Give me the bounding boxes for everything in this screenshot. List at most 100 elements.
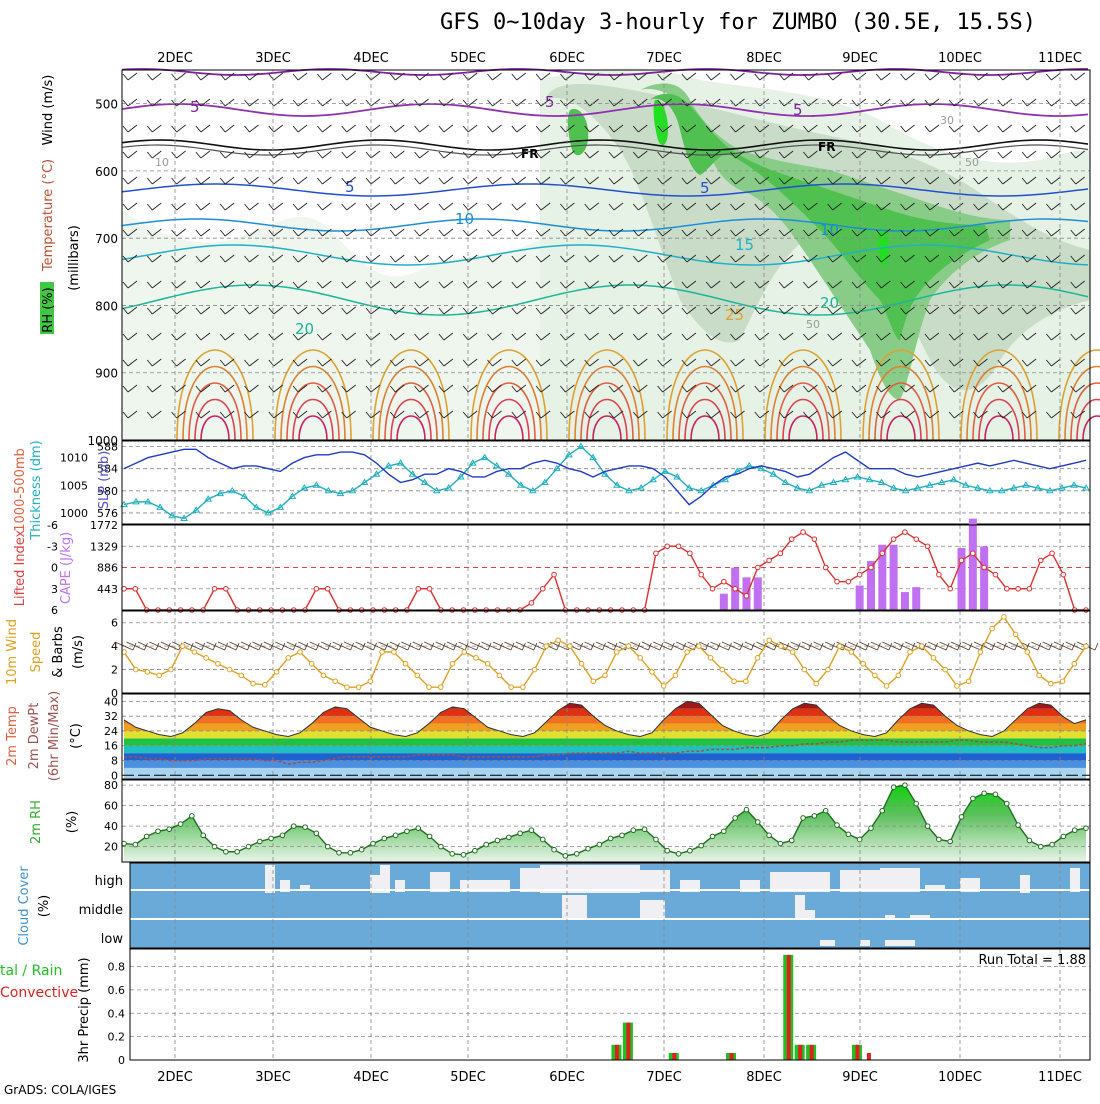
temp-tick: 32 <box>104 710 118 723</box>
wind-barb <box>1070 124 1085 133</box>
wind-barb <box>900 98 915 107</box>
wind-speed-series-point <box>883 683 890 689</box>
wind-barb <box>608 176 624 185</box>
surface-wind-barb <box>401 641 423 651</box>
wind-barb <box>584 384 599 393</box>
wind-barb <box>827 384 842 393</box>
rh-tick: 80 <box>104 779 118 792</box>
wind-barb <box>122 332 138 341</box>
contour-label: 20 <box>295 320 314 338</box>
wind-barb <box>632 306 648 315</box>
wind-barb <box>730 202 745 211</box>
wind-barb <box>827 332 842 341</box>
wind-barb <box>414 228 429 237</box>
rh2m-series-point <box>370 840 376 847</box>
lifted-index-series-point <box>856 571 863 578</box>
date-label-top: 4DEC <box>353 51 389 66</box>
wind-speed-series-point <box>684 649 690 655</box>
wind-barb <box>1021 254 1037 263</box>
wind-speed-series <box>121 614 1089 690</box>
wind-barb <box>803 202 818 211</box>
wind-barb <box>438 202 454 211</box>
lifted-index-series-point <box>211 585 218 592</box>
thickness-series-point <box>913 484 922 491</box>
surface-wind-barb <box>378 641 400 651</box>
wind-barb <box>1021 124 1037 133</box>
wind-barb <box>341 176 356 185</box>
wind-barb <box>973 410 988 419</box>
wind-barb <box>827 358 842 367</box>
wind-barb <box>171 306 186 315</box>
cape-bar <box>878 544 887 610</box>
wind-barb <box>875 358 891 367</box>
wind-barb <box>778 124 794 133</box>
wind-barb <box>244 280 259 289</box>
wind-barb <box>608 384 624 393</box>
wind-barb <box>511 410 527 419</box>
wind-barb <box>122 280 138 289</box>
temp-line <box>123 700 1087 738</box>
thickness-series-point <box>312 481 321 488</box>
wind-barb <box>438 176 454 185</box>
rh2m-series-point <box>279 832 286 839</box>
cloud-gap-high <box>280 880 290 892</box>
wind-barb <box>973 98 988 107</box>
wind-barb <box>462 410 478 419</box>
rh2m-series-point <box>166 826 173 833</box>
wind-barb <box>1070 280 1085 289</box>
wind-barb <box>705 332 721 341</box>
rh2m-series-point <box>630 827 637 834</box>
cape-bar <box>753 577 762 610</box>
wind-speed-series-point <box>1012 631 1019 638</box>
temp-contour-loop <box>292 398 334 441</box>
wind-barb <box>973 176 988 185</box>
wind-barb <box>535 228 551 237</box>
wind-speed-series-point <box>496 672 503 679</box>
rh2m-series-point <box>709 833 716 840</box>
surface-wind-barb <box>458 641 480 651</box>
wind-barb <box>487 306 502 315</box>
contour-label: 10 <box>455 210 474 228</box>
wind-barb <box>389 358 405 367</box>
wind-barb <box>535 150 551 159</box>
wind-barb <box>1070 384 1085 393</box>
wind-barb <box>146 332 162 341</box>
temp-contour-loop <box>476 365 542 441</box>
wind-barb <box>171 384 186 393</box>
precip-tick: 0.6 <box>108 984 126 997</box>
wind-barb <box>851 202 867 211</box>
temp-contour-loop <box>770 365 836 441</box>
surface-wind-barb <box>206 641 229 651</box>
wind-barb <box>389 306 405 315</box>
lifted-index-series-point <box>868 564 874 571</box>
rh2m-series-point <box>358 846 365 853</box>
rh2m-series-point <box>732 815 738 821</box>
lifted-index-series-point <box>743 593 750 599</box>
wind-barb <box>875 98 891 107</box>
temp-contour-loop <box>372 349 450 441</box>
wind-barb <box>875 150 891 159</box>
pressure-tick: 900 <box>95 367 118 381</box>
wind-barb <box>122 254 138 263</box>
wind-barb <box>827 124 842 133</box>
precip-conv-bar <box>809 1044 814 1060</box>
rh2m-series-point <box>947 838 953 845</box>
precip-conv-bar <box>729 1052 734 1060</box>
wind-barb <box>827 150 842 159</box>
temp-contour-loop <box>586 398 628 441</box>
temp-contour-5 <box>121 183 1089 197</box>
rh-70-shading <box>640 83 1010 400</box>
thickness-series-point <box>877 478 886 485</box>
thickness-series-point <box>685 484 694 491</box>
wind-barb <box>244 384 259 393</box>
rh2m-series-point <box>472 847 478 854</box>
temp-band <box>124 701 1086 709</box>
temp-contour-loop <box>494 415 524 441</box>
thickness-series-point <box>781 478 790 485</box>
temp-tick: 24 <box>104 725 118 738</box>
wind-barb <box>705 306 721 315</box>
pressure-tick: 1000 <box>87 434 118 448</box>
wind-barb <box>875 124 891 133</box>
date-label-bottom: 5DEC <box>450 1070 486 1085</box>
temp-tick: 16 <box>104 740 118 753</box>
